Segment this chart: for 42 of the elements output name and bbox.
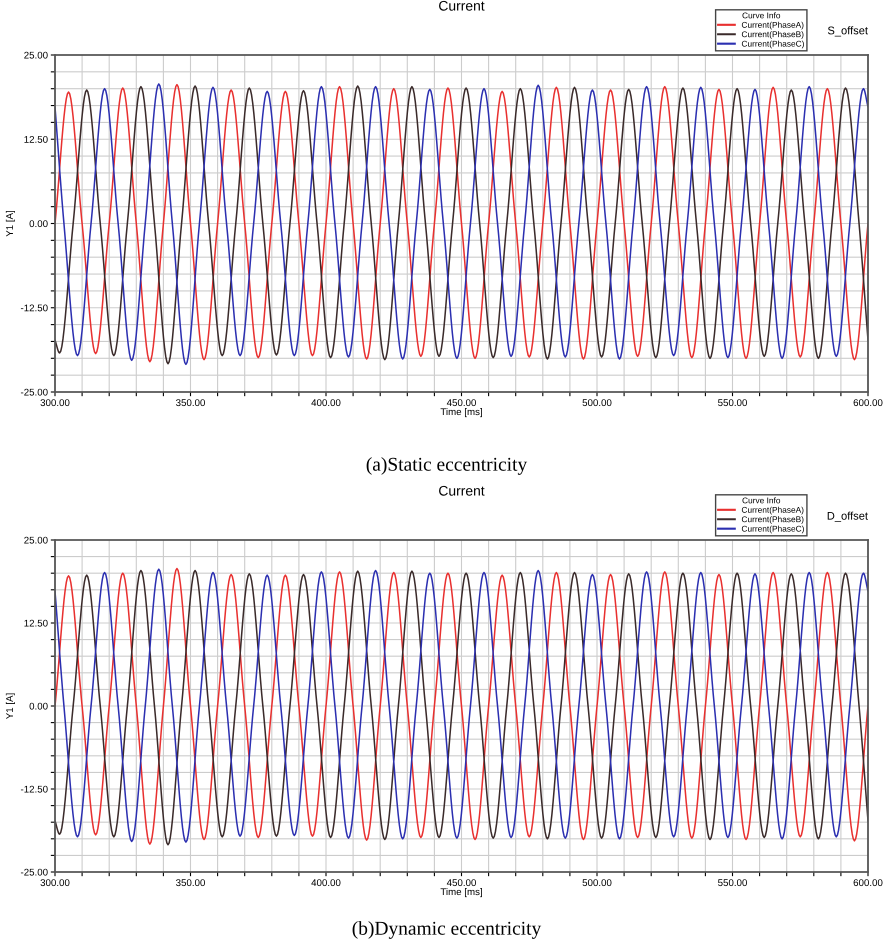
y-axis-title: Y1 [A] bbox=[6, 210, 15, 237]
y-tick-label: 12.50 bbox=[24, 136, 48, 143]
y-tick-label: -12.50 bbox=[20, 786, 48, 793]
x-tick-label: 350.00 bbox=[176, 399, 205, 406]
x-tick-label: 600.00 bbox=[854, 399, 882, 406]
x-tick-label: 350.00 bbox=[176, 879, 205, 886]
x-tick-label: 300.00 bbox=[40, 879, 70, 886]
x-tick-label: 450.00 bbox=[446, 879, 476, 886]
chart-title: Current bbox=[439, 0, 485, 11]
legend-label: Current(PhaseC) bbox=[742, 40, 804, 48]
legend-title: Curve Info bbox=[742, 497, 780, 504]
text: (b)Dynamic eccentricity bbox=[352, 921, 542, 939]
y-tick-label: 25.00 bbox=[24, 52, 48, 59]
legend-label: Current(PhaseB) bbox=[742, 31, 804, 39]
x-tick-label: 500.00 bbox=[582, 879, 612, 886]
text: D_offset bbox=[828, 512, 868, 522]
legend-title: Curve Info bbox=[742, 12, 780, 18]
legend-label: Current(PhaseA) bbox=[742, 506, 804, 514]
y-tick-label: -25.00 bbox=[20, 388, 48, 396]
x-axis-title: Time [ms] bbox=[440, 888, 482, 898]
x-tick-label: 450.00 bbox=[446, 399, 476, 406]
y-tick-label: 12.50 bbox=[24, 620, 48, 627]
y-tick-label: 0.00 bbox=[30, 220, 48, 228]
x-tick-label: 550.00 bbox=[718, 399, 747, 406]
x-tick-label: 550.00 bbox=[718, 879, 747, 886]
legend-label: Current(PhaseA) bbox=[742, 22, 804, 30]
x-axis-title: Time [ms] bbox=[440, 408, 482, 418]
y-tick-label: -25.00 bbox=[20, 868, 48, 876]
x-tick-label: 600.00 bbox=[854, 879, 882, 886]
text: (a)Static eccentricity bbox=[366, 457, 528, 475]
y-axis-title: Y1 [A] bbox=[6, 693, 15, 720]
y-tick-label: 0.00 bbox=[30, 702, 48, 710]
x-tick-label: 400.00 bbox=[311, 879, 340, 886]
x-tick-label: 500.00 bbox=[582, 399, 612, 406]
x-tick-label: 400.00 bbox=[311, 399, 340, 406]
chart-title: Current bbox=[439, 486, 485, 496]
y-tick-label: 25.00 bbox=[24, 536, 48, 544]
y-tick-label: -12.50 bbox=[20, 304, 48, 312]
legend-label: Current(PhaseC) bbox=[742, 526, 804, 534]
text: S_offset bbox=[828, 26, 868, 36]
legend-label: Current(PhaseB) bbox=[742, 516, 804, 524]
x-tick-label: 300.00 bbox=[40, 399, 70, 406]
